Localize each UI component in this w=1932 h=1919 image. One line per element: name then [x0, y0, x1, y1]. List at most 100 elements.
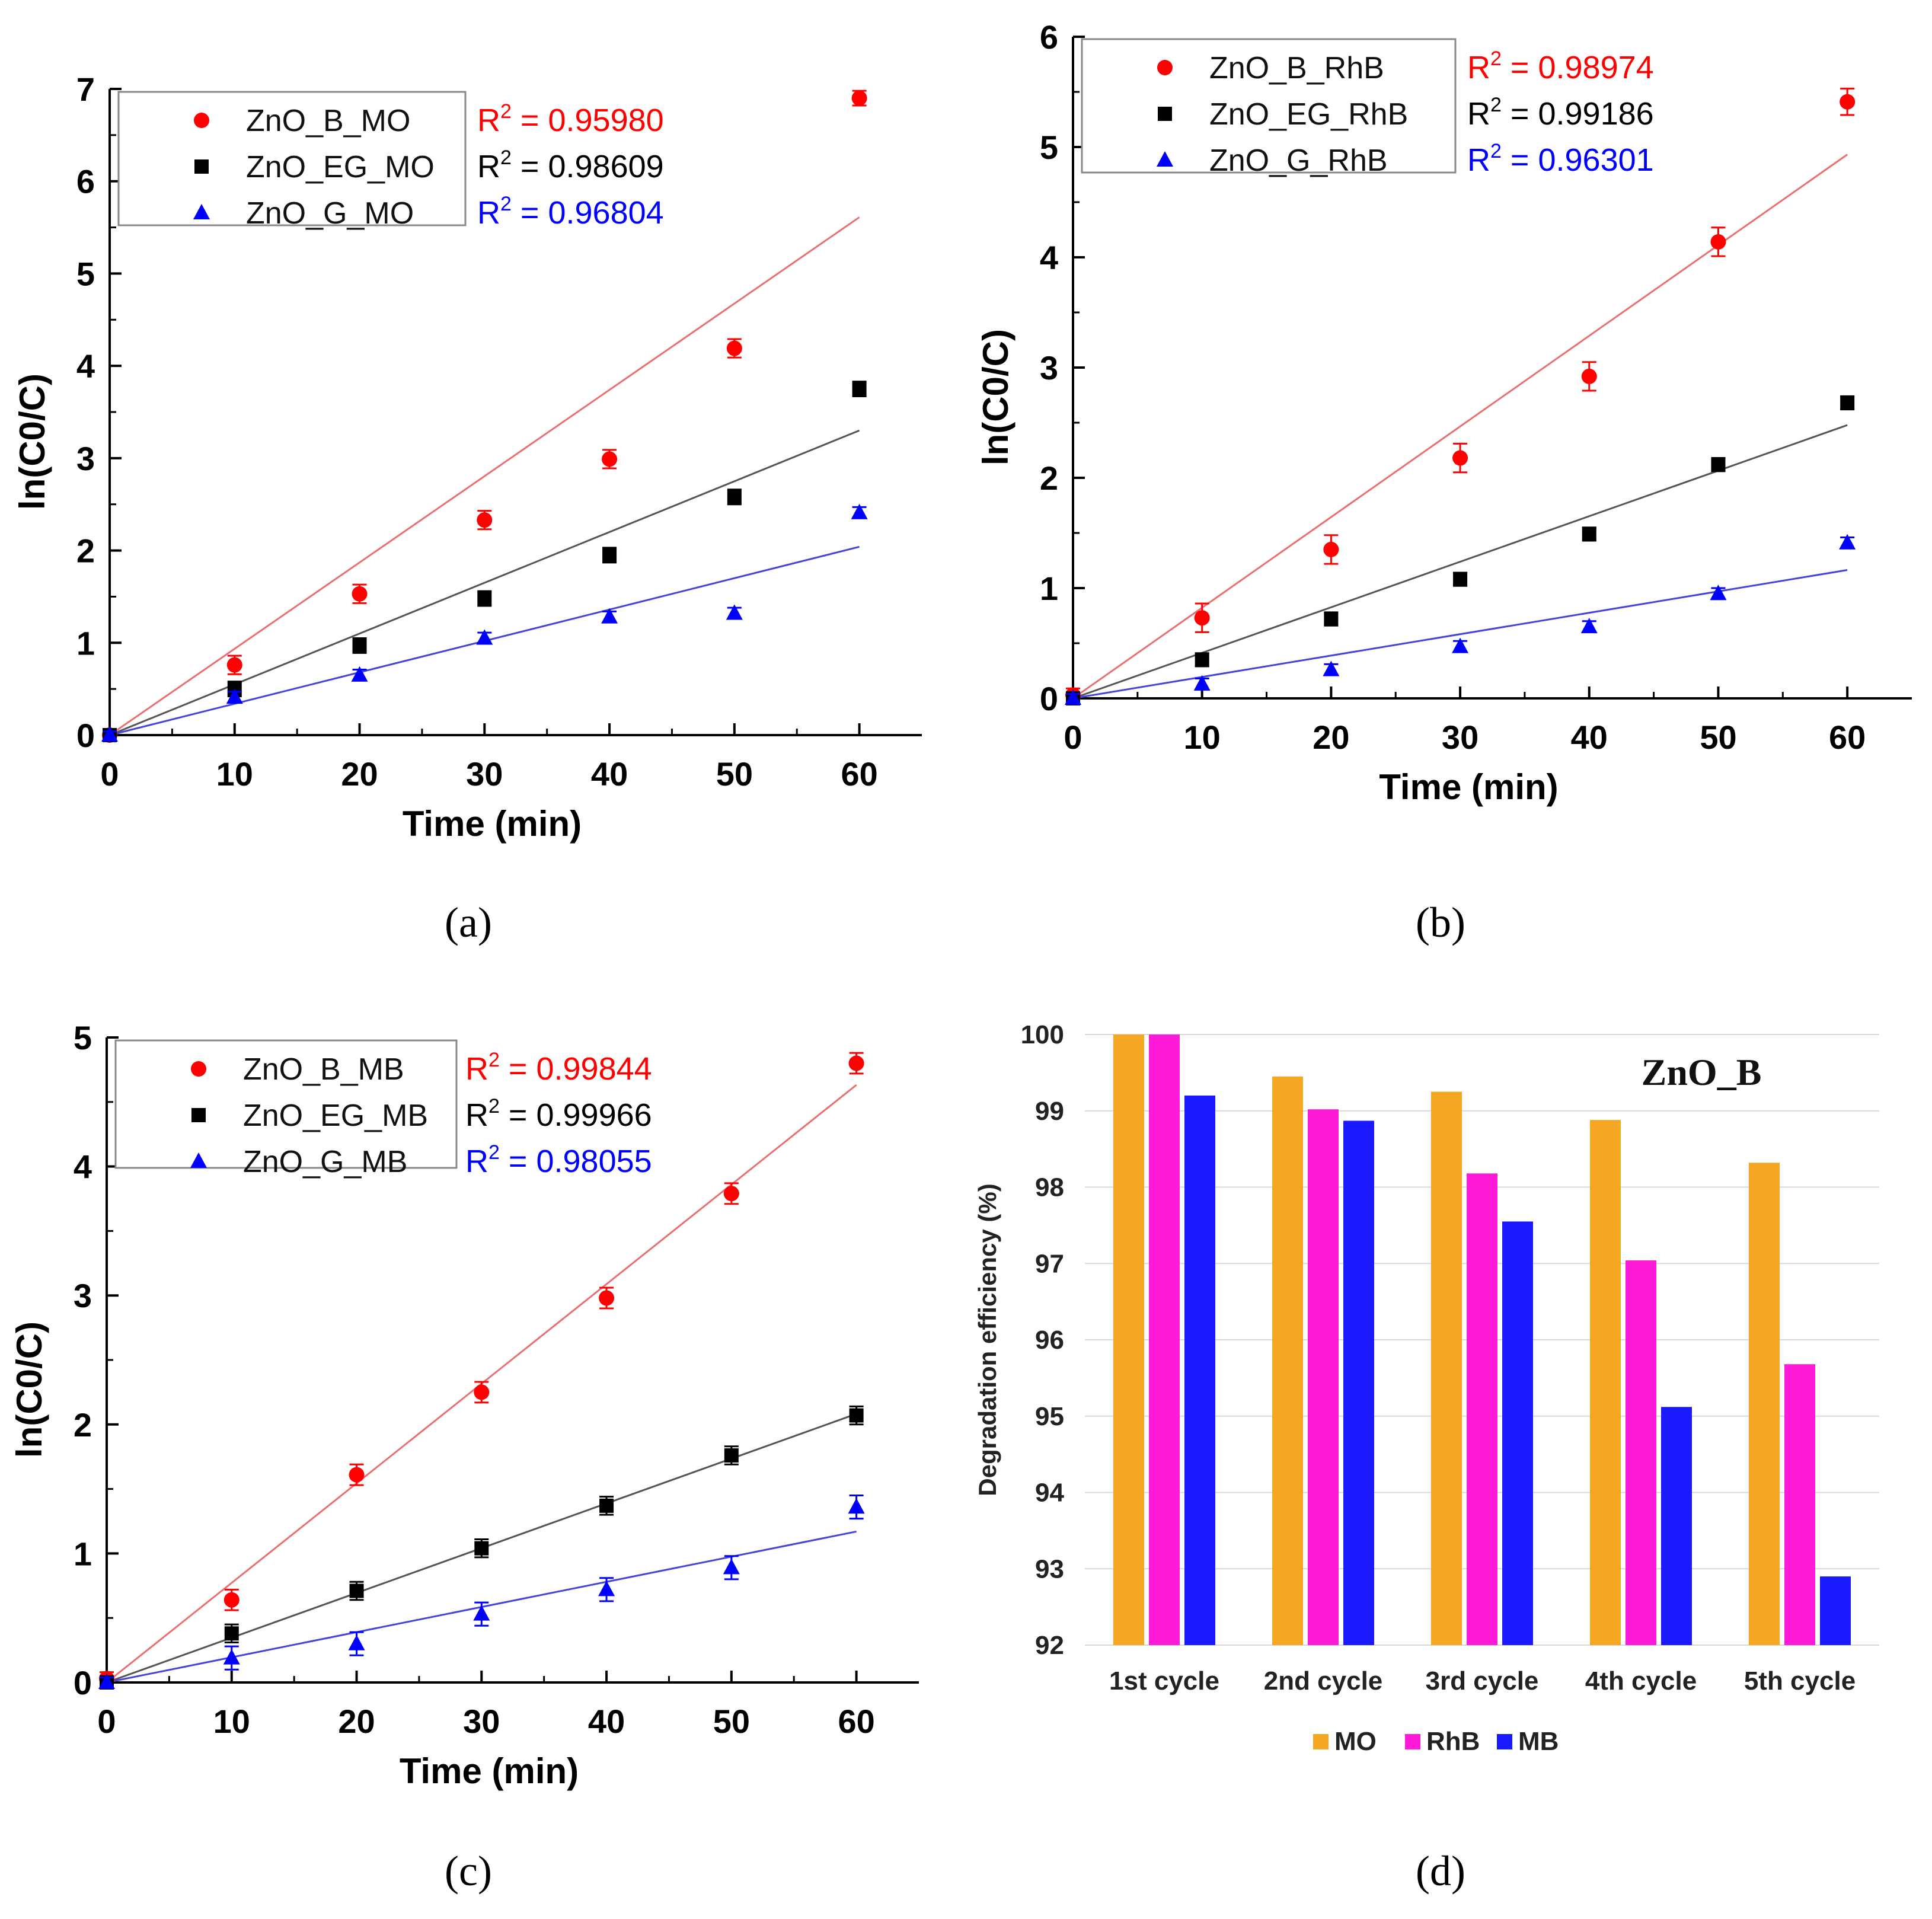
r2-symbol: R [477, 103, 500, 138]
data-point-ZnO_G_RhB [1193, 675, 1211, 691]
y-tick-label: 7 [76, 71, 95, 108]
y-axis-title: ln(C0/C) [9, 1321, 49, 1458]
y-tick-label: 0 [1040, 680, 1058, 717]
r2-value: = 0.99186 [1502, 96, 1654, 132]
r2-annotation: R2 = 0.96804 [477, 193, 664, 231]
r2-superscript: 2 [500, 146, 512, 169]
y-tick-label: 100 [1021, 1020, 1064, 1049]
x-tick-label: 2nd cycle [1264, 1666, 1383, 1696]
legend-entry: RhB [1426, 1727, 1480, 1756]
x-tick-label: 0 [100, 755, 119, 793]
r2-value: = 0.96301 [1502, 142, 1654, 178]
data-point-ZnO_G_RhB [1452, 637, 1469, 653]
legend-entry: MO [1334, 1727, 1377, 1756]
r2-symbol: R [465, 1097, 488, 1133]
data-point-ZnO_EG_MB [849, 1408, 864, 1423]
data-point-ZnO_B_RhB [1323, 541, 1339, 557]
data-point-ZnO_G_MB [473, 1605, 490, 1621]
y-tick-label: 2 [74, 1406, 92, 1444]
r2-value: = 0.99844 [500, 1051, 652, 1087]
legend-entry: ZnO_B_MB [243, 1052, 404, 1087]
data-point-ZnO_G_RhB [1580, 618, 1598, 634]
legend-swatch-MB [1497, 1734, 1512, 1749]
x-tick-label: 10 [213, 1703, 250, 1740]
y-tick-label: 5 [76, 255, 95, 292]
r2-superscript: 2 [1490, 94, 1502, 116]
data-point-ZnO_EG_MO [852, 382, 867, 397]
r2-symbol: R [465, 1144, 488, 1179]
data-point-ZnO_G_MO [351, 666, 368, 682]
legend-entry: ZnO_G_MO [246, 196, 414, 231]
r2-symbol: R [465, 1051, 488, 1087]
x-tick-label: 3rd cycle [1426, 1666, 1539, 1696]
legend-swatch-MO [1313, 1734, 1329, 1749]
data-point-ZnO_G_MO [101, 726, 118, 742]
x-tick-label: 50 [713, 1703, 750, 1740]
x-tick-label: 20 [1313, 719, 1349, 756]
y-axis-title: ln(C0/C) [12, 373, 52, 510]
legend-entry: ZnO_EG_RhB [1209, 97, 1408, 132]
y-tick-label: 99 [1035, 1097, 1064, 1126]
x-tick-label: 50 [716, 755, 753, 793]
bar-RhB [1149, 1034, 1180, 1645]
bar-RhB [1784, 1364, 1815, 1645]
data-point-ZnO_B_MO [477, 512, 493, 528]
x-tick-label: 20 [341, 755, 378, 793]
bar-RhB [1626, 1260, 1656, 1645]
data-point-ZnO_G_RhB [1839, 534, 1856, 550]
data-point-ZnO_B_MO [851, 90, 867, 106]
x-tick-label: 4th cycle [1585, 1666, 1697, 1696]
y-tick-label: 0 [76, 717, 95, 754]
bar-MO [1272, 1076, 1303, 1645]
x-tick-label: 20 [338, 1703, 375, 1740]
bar-MO [1113, 1034, 1144, 1645]
bar-MB [1661, 1407, 1692, 1645]
r2-symbol: R [1467, 142, 1490, 178]
r2-value: = 0.98055 [500, 1144, 652, 1179]
data-point-ZnO_G_RhB [1710, 585, 1727, 601]
r2-annotation: R2 = 0.99966 [465, 1095, 652, 1133]
r2-superscript: 2 [488, 1049, 500, 1071]
data-point-ZnO_EG_RhB [1453, 572, 1468, 587]
x-tick-label: 60 [1829, 719, 1866, 756]
x-axis-title: Time (min) [403, 804, 582, 844]
x-tick-label: 40 [588, 1703, 625, 1740]
legend-entry: ZnO_G_MB [243, 1145, 407, 1179]
y-tick-label: 4 [1040, 239, 1058, 276]
data-point-ZnO_B_MB [599, 1290, 615, 1306]
bar-MB [1502, 1221, 1533, 1645]
data-point-ZnO_B_MO [352, 586, 368, 602]
data-point-ZnO_B_RhB [1581, 368, 1597, 384]
legend-box [117, 91, 467, 226]
r2-annotation: R2 = 0.95980 [477, 100, 664, 138]
x-axis-title: Time (min) [400, 1751, 579, 1791]
x-tick-label: 40 [591, 755, 628, 793]
panel-label: (a) [445, 899, 492, 946]
legend-marker-ZnO_B_RhB [1157, 60, 1173, 75]
r2-symbol: R [1467, 96, 1490, 132]
data-point-ZnO_EG_RhB [1711, 457, 1726, 472]
r2-superscript: 2 [500, 100, 512, 123]
r2-value: = 0.95980 [512, 103, 664, 138]
x-tick-label: 10 [216, 755, 253, 793]
data-point-ZnO_G_MO [226, 688, 243, 704]
x-tick-label: 1st cycle [1109, 1666, 1219, 1696]
bar-MB [1184, 1096, 1215, 1645]
x-tick-label: 0 [97, 1703, 116, 1740]
data-point-ZnO_B_MB [723, 1186, 739, 1202]
r2-superscript: 2 [1490, 140, 1502, 162]
y-tick-label: 6 [76, 163, 95, 200]
x-tick-label: 0 [1064, 719, 1082, 756]
r2-annotation: R2 = 0.98974 [1467, 47, 1654, 85]
r2-annotation: R2 = 0.96301 [1467, 140, 1654, 178]
bar-RhB [1467, 1173, 1497, 1645]
legend-marker-ZnO_G_RhB [1157, 151, 1173, 167]
x-tick-label: 40 [1571, 719, 1608, 756]
r2-superscript: 2 [1490, 47, 1502, 70]
data-point-ZnO_EG_MB [349, 1583, 364, 1598]
y-tick-label: 96 [1035, 1326, 1064, 1355]
y-tick-label: 94 [1035, 1479, 1064, 1508]
data-point-ZnO_G_MB [223, 1649, 240, 1665]
r2-symbol: R [477, 149, 500, 184]
data-point-ZnO_G_MB [348, 1634, 365, 1650]
